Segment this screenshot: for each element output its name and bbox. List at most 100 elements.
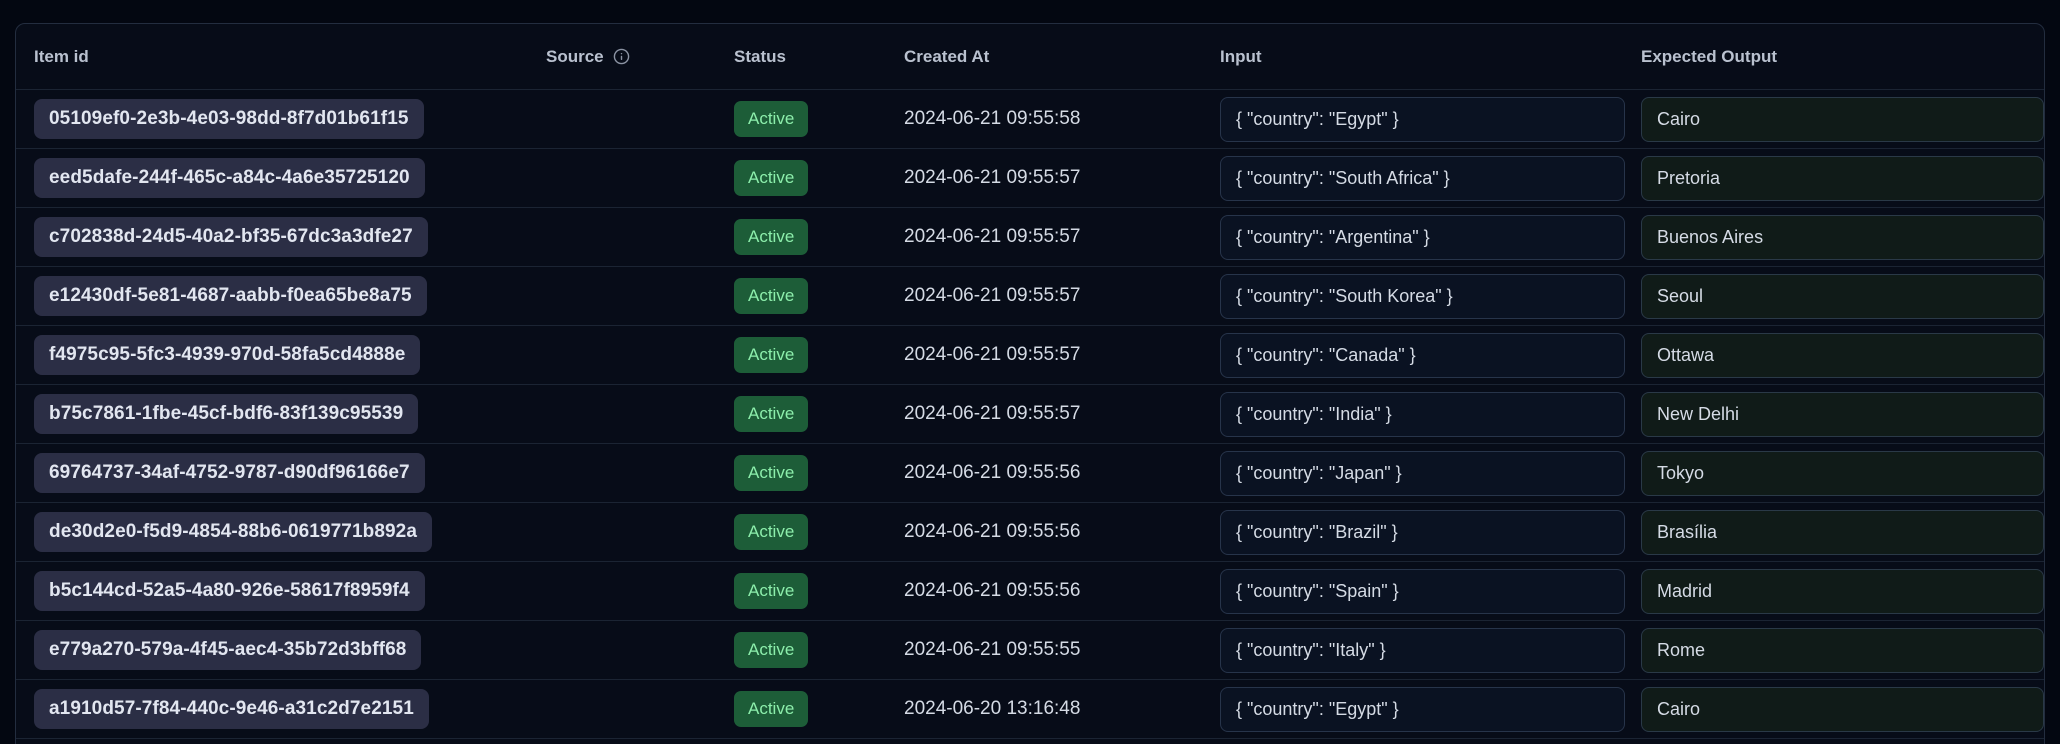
item-id-pill[interactable]: eed5dafe-244f-465c-a84c-4a6e35725120 xyxy=(34,158,425,198)
source-cell xyxy=(546,621,734,679)
input-value-box: { "country": "Italy" } xyxy=(1220,627,1625,673)
expected-output-value-box: Cairo xyxy=(1641,686,2044,732)
created-at-cell: 2024-06-21 09:55:56 xyxy=(904,444,1220,502)
expected-output-cell: Ottawa xyxy=(1641,326,2044,384)
item-id-cell: b5c144cd-52a5-4a80-926e-58617f8959f4 xyxy=(16,562,546,620)
source-cell xyxy=(546,680,734,738)
expected-output-value-box: Tokyo xyxy=(1641,450,2044,496)
column-header-source: Source xyxy=(546,24,734,89)
table-row: f4975c95-5fc3-4939-970d-58fa5cd4888e Act… xyxy=(16,326,2044,385)
source-cell xyxy=(546,385,734,443)
created-at-cell: 2024-06-20 13:16:48 xyxy=(904,680,1220,738)
item-id-pill[interactable]: e12430df-5e81-4687-aabb-f0ea65be8a75 xyxy=(34,276,427,316)
item-id-cell: f4975c95-5fc3-4939-970d-58fa5cd4888e xyxy=(16,326,546,384)
table-header-row: Item id Source Status Created At Input E… xyxy=(16,24,2044,90)
column-header-created-at: Created At xyxy=(904,24,1220,89)
input-value-box: { "country": "Spain" } xyxy=(1220,568,1625,614)
created-at-value: 2024-06-21 09:55:57 xyxy=(904,403,1081,424)
item-id-cell: e779a270-579a-4f45-aec4-35b72d3bff68 xyxy=(16,621,546,679)
expected-output-value-box: Ottawa xyxy=(1641,332,2044,378)
status-badge: Active xyxy=(734,573,809,609)
input-value-box: { "country": "Japan" } xyxy=(1220,450,1625,496)
item-id-pill[interactable]: b75c7861-1fbe-45cf-bdf6-83f139c95539 xyxy=(34,394,419,434)
item-id-pill[interactable]: c702838d-24d5-40a2-bf35-67dc3a3dfe27 xyxy=(34,217,428,257)
input-value-box: { "country": "Canada" } xyxy=(1220,332,1625,378)
table-row: a1910d57-7f84-440c-9e46-a31c2d7e2151 Act… xyxy=(16,680,2044,739)
created-at-cell: 2024-06-21 09:55:57 xyxy=(904,149,1220,207)
expected-output-value-box: Brasília xyxy=(1641,509,2044,555)
expected-output-value-box: Pretoria xyxy=(1641,155,2044,201)
item-id-pill[interactable]: de30d2e0-f5d9-4854-88b6-0619771b892a xyxy=(34,512,433,552)
status-badge: Active xyxy=(734,396,809,432)
status-badge: Active xyxy=(734,101,809,137)
created-at-value: 2024-06-21 09:55:57 xyxy=(904,285,1081,306)
item-id-pill[interactable]: b5c144cd-52a5-4a80-926e-58617f8959f4 xyxy=(34,571,425,611)
input-value-box: { "country": "India" } xyxy=(1220,391,1625,437)
table-row: e12430df-5e81-4687-aabb-f0ea65be8a75 Act… xyxy=(16,267,2044,326)
status-badge: Active xyxy=(734,219,809,255)
table-row: 69764737-34af-4752-9787-d90df96166e7 Act… xyxy=(16,444,2044,503)
created-at-value: 2024-06-21 09:55:57 xyxy=(904,344,1081,365)
source-cell xyxy=(546,90,734,148)
input-value-box: { "country": "Brazil" } xyxy=(1220,509,1625,555)
status-cell: Active xyxy=(734,680,904,738)
input-cell: { "country": "Japan" } xyxy=(1220,444,1641,502)
input-value-box: { "country": "South Korea" } xyxy=(1220,273,1625,319)
item-id-cell: c702838d-24d5-40a2-bf35-67dc3a3dfe27 xyxy=(16,208,546,266)
table-row: b5c144cd-52a5-4a80-926e-58617f8959f4 Act… xyxy=(16,562,2044,621)
table-row: de30d2e0-f5d9-4854-88b6-0619771b892a Act… xyxy=(16,503,2044,562)
item-id-pill[interactable]: 05109ef0-2e3b-4e03-98dd-8f7d01b61f15 xyxy=(34,99,424,139)
table-row: b75c7861-1fbe-45cf-bdf6-83f139c95539 Act… xyxy=(16,385,2044,444)
status-cell: Active xyxy=(734,326,904,384)
item-id-pill[interactable]: e779a270-579a-4f45-aec4-35b72d3bff68 xyxy=(34,630,422,670)
input-cell: { "country": "South Korea" } xyxy=(1220,267,1641,325)
expected-output-value-box: Cairo xyxy=(1641,96,2044,142)
table-row: eed5dafe-244f-465c-a84c-4a6e35725120 Act… xyxy=(16,149,2044,208)
status-badge: Active xyxy=(734,514,809,550)
status-cell: Active xyxy=(734,90,904,148)
created-at-value: 2024-06-21 09:55:57 xyxy=(904,226,1081,247)
created-at-cell: 2024-06-21 09:55:57 xyxy=(904,326,1220,384)
created-at-value: 2024-06-21 09:55:58 xyxy=(904,108,1081,129)
item-id-cell: 05109ef0-2e3b-4e03-98dd-8f7d01b61f15 xyxy=(16,90,546,148)
input-cell: { "country": "Egypt" } xyxy=(1220,90,1641,148)
table-row: c702838d-24d5-40a2-bf35-67dc3a3dfe27 Act… xyxy=(16,208,2044,267)
created-at-value: 2024-06-21 09:55:56 xyxy=(904,462,1081,483)
source-cell xyxy=(546,326,734,384)
created-at-value: 2024-06-21 09:55:57 xyxy=(904,167,1081,188)
table-row: e779a270-579a-4f45-aec4-35b72d3bff68 Act… xyxy=(16,621,2044,680)
info-icon[interactable] xyxy=(613,48,630,65)
created-at-cell: 2024-06-21 09:55:56 xyxy=(904,562,1220,620)
table-row: 05109ef0-2e3b-4e03-98dd-8f7d01b61f15 Act… xyxy=(16,90,2044,149)
source-cell xyxy=(546,503,734,561)
column-header-status-label: Status xyxy=(734,46,786,66)
status-cell: Active xyxy=(734,503,904,561)
item-id-cell: a1910d57-7f84-440c-9e46-a31c2d7e2151 xyxy=(16,680,546,738)
item-id-cell: b75c7861-1fbe-45cf-bdf6-83f139c95539 xyxy=(16,385,546,443)
expected-output-cell: Cairo xyxy=(1641,90,2044,148)
status-cell: Active xyxy=(734,621,904,679)
column-header-expected-output: Expected Output xyxy=(1641,24,2044,89)
item-id-pill[interactable]: 69764737-34af-4752-9787-d90df96166e7 xyxy=(34,453,425,493)
item-id-pill[interactable]: a1910d57-7f84-440c-9e46-a31c2d7e2151 xyxy=(34,689,429,729)
item-id-cell: 69764737-34af-4752-9787-d90df96166e7 xyxy=(16,444,546,502)
column-header-item-id-label: Item id xyxy=(34,46,89,66)
created-at-cell: 2024-06-21 09:55:57 xyxy=(904,267,1220,325)
source-cell xyxy=(546,562,734,620)
expected-output-value-box: Rome xyxy=(1641,627,2044,673)
expected-output-cell: Pretoria xyxy=(1641,149,2044,207)
source-cell xyxy=(546,149,734,207)
input-cell: { "country": "Egypt" } xyxy=(1220,680,1641,738)
expected-output-value-box: New Delhi xyxy=(1641,391,2044,437)
source-cell xyxy=(546,267,734,325)
status-cell: Active xyxy=(734,149,904,207)
status-badge: Active xyxy=(734,160,809,196)
created-at-value: 2024-06-21 09:55:55 xyxy=(904,639,1081,660)
status-cell: Active xyxy=(734,385,904,443)
status-cell: Active xyxy=(734,267,904,325)
status-cell: Active xyxy=(734,444,904,502)
status-badge: Active xyxy=(734,337,809,373)
expected-output-value-box: Madrid xyxy=(1641,568,2044,614)
item-id-pill[interactable]: f4975c95-5fc3-4939-970d-58fa5cd4888e xyxy=(34,335,421,375)
created-at-cell: 2024-06-21 09:55:56 xyxy=(904,503,1220,561)
